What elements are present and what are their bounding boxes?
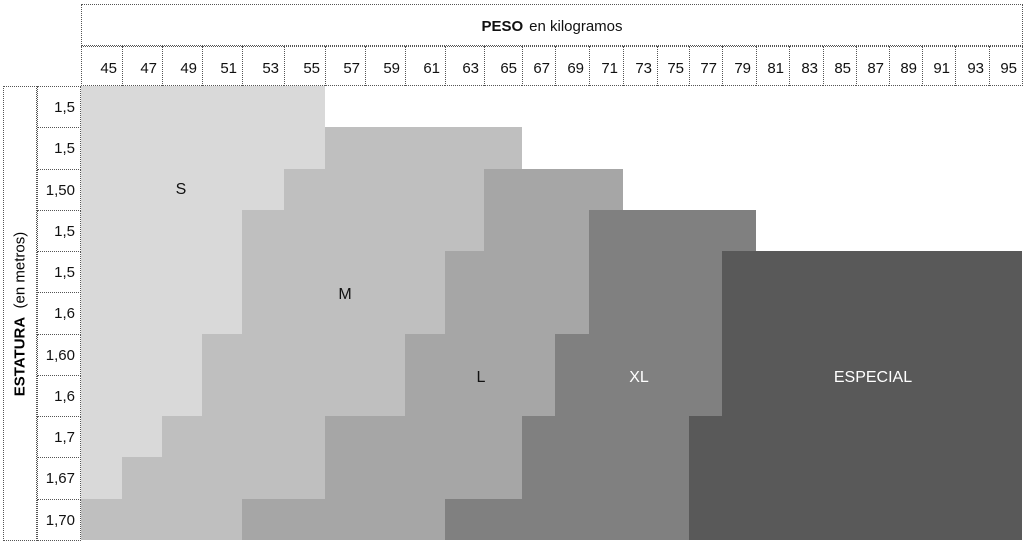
size-cell-especial (722, 251, 1022, 293)
title-bold: PESO (481, 18, 524, 35)
height-tick-label: 1,5 (37, 209, 81, 253)
size-cell-m (242, 292, 445, 335)
size-cell-m (81, 498, 242, 541)
height-tick-label: 1,6 (37, 292, 81, 335)
size-label-s: S (175, 181, 187, 198)
weight-tick-label: 71 (589, 46, 623, 86)
size-cell-m (202, 333, 405, 376)
weight-tick-label: 51 (202, 46, 242, 86)
size-cell-l (445, 251, 589, 293)
ylabel-suffix: (en metros) (11, 231, 29, 308)
weight-tick-label: 63 (445, 46, 484, 86)
size-cell-m (325, 127, 522, 170)
size-cell-especial (722, 333, 1022, 376)
weight-tick-label: 75 (657, 46, 689, 86)
weight-tick-label: 59 (365, 46, 405, 86)
size-cell-xl (555, 374, 722, 417)
size-cell-xl (589, 209, 756, 252)
weight-tick-label: 89 (889, 46, 922, 86)
size-cell-especial (689, 457, 1022, 500)
height-tick-label: 1,6 (37, 374, 81, 418)
size-cell-xl (589, 292, 722, 335)
chart-title: PESO en kilogramos (81, 4, 1023, 46)
size-cell-l (445, 292, 589, 335)
height-tick-label: 1,5 (37, 127, 81, 170)
size-cell-l (405, 374, 555, 417)
weight-tick-label: 53 (242, 46, 284, 86)
size-cell-especial (689, 416, 1022, 458)
height-tick-label: 1,67 (37, 457, 81, 500)
height-tick-label: 1,5 (37, 86, 81, 129)
title-suffix: en kilogramos (529, 18, 623, 35)
size-cell-especial (689, 498, 1022, 541)
size-cell-m (162, 416, 325, 458)
size-label-especial: ESPECIAL (833, 369, 913, 386)
weight-tick-label: 77 (689, 46, 722, 86)
size-cell-s (81, 333, 202, 376)
size-cell-s (81, 292, 242, 335)
weight-tick-label: 85 (823, 46, 856, 86)
size-cell-s (81, 127, 325, 170)
size-cell-xl (589, 251, 722, 293)
size-cell-xl (555, 333, 722, 376)
size-cell-m (242, 209, 484, 252)
size-cell-xl (445, 498, 689, 541)
weight-tick-label: 49 (162, 46, 202, 86)
size-cell-m (284, 168, 484, 211)
weight-tick-label: 81 (756, 46, 789, 86)
weight-tick-label: 67 (522, 46, 555, 86)
weight-tick-label: 93 (955, 46, 989, 86)
size-cell-m (242, 251, 445, 293)
size-cell-especial (722, 292, 1022, 335)
weight-tick-label: 57 (325, 46, 365, 86)
size-label-xl: XL (629, 369, 649, 386)
size-cell-m (122, 457, 325, 500)
ylabel-bold: ESTATURA (11, 316, 29, 396)
weight-tick-label: 65 (484, 46, 522, 86)
size-cell-s (81, 251, 242, 293)
size-cell-s (81, 86, 325, 128)
height-tick-label: 1,5 (37, 251, 81, 294)
size-cell-s (81, 457, 122, 500)
weight-tick-label: 61 (405, 46, 445, 86)
weight-tick-label: 83 (789, 46, 823, 86)
size-cell-xl (522, 416, 689, 458)
height-tick-label: 1,7 (37, 416, 81, 459)
weight-tick-label: 69 (555, 46, 589, 86)
weight-tick-label: 79 (722, 46, 756, 86)
size-cell-m (202, 374, 405, 417)
weight-tick-label: 87 (856, 46, 889, 86)
size-cell-xl (522, 457, 689, 500)
weight-tick-label: 73 (623, 46, 657, 86)
weight-tick-label: 47 (122, 46, 162, 86)
height-tick-label: 1,60 (37, 333, 81, 376)
weight-tick-label: 91 (922, 46, 955, 86)
size-cell-l (242, 498, 445, 541)
size-label-l: L (476, 369, 486, 386)
size-cell-s (81, 416, 162, 458)
size-cell-l (325, 416, 522, 458)
size-label-m: M (338, 286, 352, 303)
height-tick-label: 1,70 (37, 498, 81, 541)
height-tick-label: 1,50 (37, 168, 81, 211)
size-cell-s (81, 374, 202, 417)
weight-tick-label: 95 (989, 46, 1023, 86)
weight-tick-label: 45 (81, 46, 122, 86)
y-axis-label: ESTATURA (en metros) (3, 86, 37, 541)
size-cell-s (81, 168, 284, 211)
weight-tick-label: 55 (284, 46, 325, 86)
size-cell-l (484, 209, 589, 252)
size-cell-especial (722, 374, 1022, 417)
size-cell-s (81, 209, 242, 252)
size-cell-l (405, 333, 555, 376)
size-cell-l (484, 168, 623, 211)
size-cell-l (325, 457, 522, 500)
